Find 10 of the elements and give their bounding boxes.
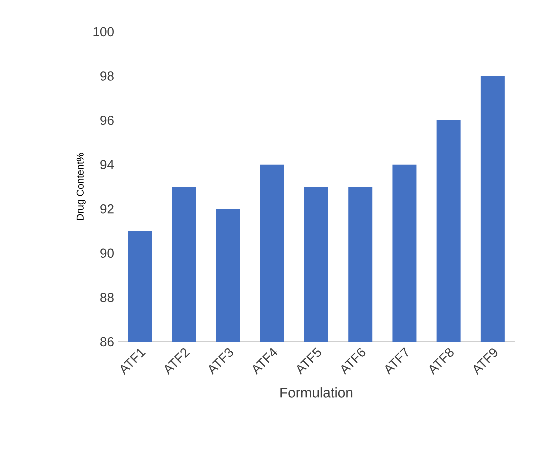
y-tick-label: 100 [94, 27, 114, 37]
y-tick-label: 94 [100, 160, 114, 170]
y-tick-label: 88 [100, 293, 114, 302]
y-tick-label: 86 [100, 337, 114, 347]
x-axis-title: Formulation [280, 388, 353, 398]
y-tick-label: 90 [100, 248, 114, 258]
y-tick-label: 98 [100, 72, 114, 81]
y-axis-title: Drug Content% [76, 153, 86, 220]
y-tick-label: 96 [100, 116, 114, 126]
y-tick-label: 92 [100, 204, 114, 214]
